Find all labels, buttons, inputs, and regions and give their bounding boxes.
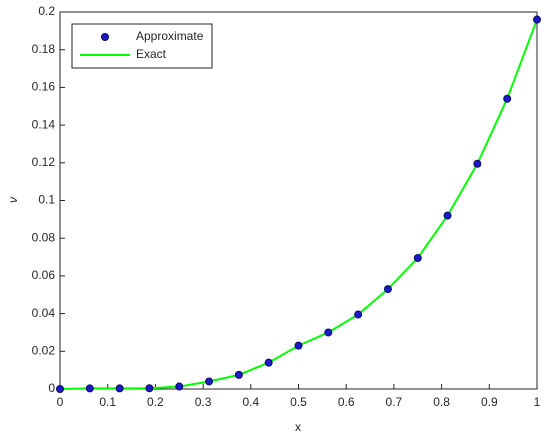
x-tick-label: 0.4 xyxy=(242,395,259,409)
marker xyxy=(205,377,214,386)
x-tick-label: 0.5 xyxy=(290,395,307,409)
x-tick-label: 0.3 xyxy=(195,395,212,409)
y-tick-label: 0.12 xyxy=(32,155,56,169)
x-tick-label: 1 xyxy=(534,395,541,409)
marker xyxy=(145,384,154,393)
x-tick-label: 0.8 xyxy=(433,395,450,409)
plot-area xyxy=(59,11,538,390)
marker xyxy=(503,94,512,103)
y-tick-label: 0.02 xyxy=(32,343,56,357)
x-tick-label: 0.2 xyxy=(147,395,164,409)
legend-marker xyxy=(101,33,109,41)
marker xyxy=(115,384,124,393)
marker xyxy=(473,159,482,168)
legend-box xyxy=(71,23,213,69)
marker xyxy=(443,211,452,220)
y-tick-label: 0 xyxy=(48,381,55,395)
x-tick-label: 0.1 xyxy=(99,395,116,409)
x-tick-label: 0 xyxy=(57,395,64,409)
y-tick-label: 0.08 xyxy=(32,230,56,244)
marker xyxy=(85,384,94,393)
marker xyxy=(413,253,422,262)
y-tick-label: 0.18 xyxy=(32,42,56,56)
marker xyxy=(294,341,303,350)
marker xyxy=(234,370,243,379)
marker xyxy=(175,382,184,391)
x-tick-label: 0.9 xyxy=(481,395,498,409)
marker xyxy=(354,310,363,319)
legend-label: Approximate xyxy=(136,29,204,43)
x-tick-label: 0.7 xyxy=(386,395,403,409)
legend-label: Exact xyxy=(136,47,167,61)
y-tick-label: 0.14 xyxy=(32,117,56,131)
x-axis-label: x xyxy=(295,420,301,434)
marker xyxy=(324,328,333,337)
y-tick-label: 0.2 xyxy=(38,4,55,18)
y-tick-label: 0.04 xyxy=(32,306,56,320)
y-tick-label: 0.06 xyxy=(32,268,56,282)
y-tick-label: 0.1 xyxy=(38,193,55,207)
marker xyxy=(383,285,392,294)
marker xyxy=(56,385,64,393)
x-tick-label: 0.6 xyxy=(338,395,355,409)
y-axis-label: ν xyxy=(6,197,20,203)
marker xyxy=(533,15,541,24)
marker xyxy=(264,358,273,367)
y-tick-label: 0.16 xyxy=(32,80,56,94)
